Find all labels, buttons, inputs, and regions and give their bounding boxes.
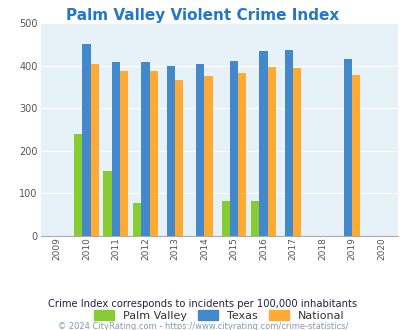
Bar <box>120 71 128 236</box>
Bar <box>267 67 275 236</box>
Text: Palm Valley Violent Crime Index: Palm Valley Violent Crime Index <box>66 8 339 23</box>
Bar <box>343 59 351 236</box>
Bar <box>259 51 267 236</box>
Bar <box>351 75 360 236</box>
Bar <box>74 134 82 236</box>
Bar <box>292 68 301 236</box>
Bar <box>133 203 141 236</box>
Text: © 2024 CityRating.com - https://www.cityrating.com/crime-statistics/: © 2024 CityRating.com - https://www.city… <box>58 322 347 330</box>
Bar <box>166 66 175 236</box>
Bar <box>196 64 204 236</box>
Bar <box>111 62 120 236</box>
Legend: Palm Valley, Texas, National: Palm Valley, Texas, National <box>90 305 348 325</box>
Bar <box>141 62 149 236</box>
Bar <box>82 44 90 236</box>
Bar <box>238 73 246 236</box>
Bar <box>284 50 292 236</box>
Bar <box>229 61 238 236</box>
Bar <box>103 171 111 236</box>
Bar <box>149 71 158 236</box>
Bar <box>90 64 98 236</box>
Bar <box>204 76 212 236</box>
Bar <box>251 201 259 236</box>
Bar <box>221 201 229 236</box>
Text: Crime Index corresponds to incidents per 100,000 inhabitants: Crime Index corresponds to incidents per… <box>48 299 357 309</box>
Bar <box>175 80 183 236</box>
